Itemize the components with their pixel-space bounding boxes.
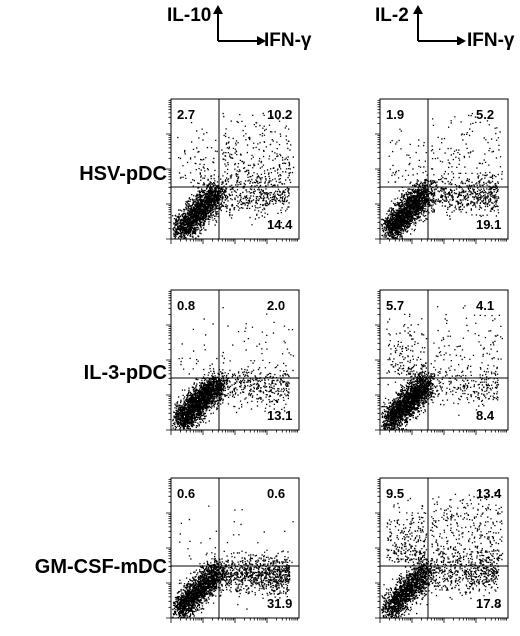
- quadrant-lower-right-percent: 13.1: [267, 408, 293, 423]
- quadrant-upper-right-percent: 10.2: [267, 107, 293, 122]
- log-axis-ticks: [375, 291, 507, 435]
- quadrant-lower-right-percent: 31.9: [267, 596, 293, 611]
- plot-gmcsf-il10: 0.6 0.6 31.9: [163, 476, 418, 636]
- event-dots: [381, 305, 503, 431]
- dot-plot-svg: [166, 98, 300, 244]
- dot-plot-svg: [166, 289, 300, 435]
- quadrant-lower-right-percent: 19.1: [476, 217, 502, 232]
- dot-plot-svg: [375, 98, 509, 244]
- plot-hsv-il2: 1.9 5.2 19.1: [372, 97, 520, 257]
- quadrant-lower-right-percent: 14.4: [267, 217, 293, 232]
- quadrant-upper-right-percent: 2.0: [267, 298, 286, 313]
- quadrant-upper-right-percent: 13.4: [476, 486, 502, 501]
- log-axis-ticks: [375, 100, 507, 244]
- log-axis-ticks: [375, 479, 507, 623]
- dot-plot-svg: [375, 289, 509, 435]
- quadrant-upper-right-percent: 5.2: [476, 107, 495, 122]
- quadrant-upper-left-percent: 2.7: [177, 107, 196, 122]
- row-label-gmcsf-mdc: GM-CSF-mDC: [34, 556, 167, 578]
- col2-y-marker: IL-2: [375, 5, 409, 26]
- dot-plot-svg: [166, 477, 300, 623]
- log-axis-ticks: [166, 479, 298, 623]
- event-dots: [172, 307, 295, 430]
- quadrant-upper-left-percent: 1.9: [386, 107, 405, 122]
- event-dots: [381, 112, 503, 240]
- col2-x-marker: IFN-γ: [467, 30, 515, 51]
- col1-axis-key-arrows: [213, 5, 266, 45]
- plot-gmcsf-il2: 9.5 13.4 17.8: [372, 476, 520, 636]
- quadrant-upper-left-percent: 5.7: [386, 298, 405, 313]
- col1-y-marker: IL-10: [167, 5, 212, 26]
- log-axis-ticks: [166, 100, 298, 244]
- quadrant-lower-right-percent: 8.4: [476, 408, 495, 423]
- log-axis-ticks: [166, 291, 298, 435]
- quadrant-upper-left-percent: 0.8: [177, 298, 196, 313]
- event-dots: [381, 491, 504, 619]
- col1-x-marker: IFN-γ: [264, 30, 312, 51]
- quadrant-lower-right-percent: 17.8: [476, 596, 502, 611]
- plot-il3-il10: 0.8 2.0 13.1: [163, 288, 418, 448]
- quadrant-upper-right-percent: 0.6: [267, 486, 286, 501]
- event-dots: [172, 505, 294, 619]
- dot-plot-svg: [375, 477, 509, 623]
- quadrant-upper-right-percent: 4.1: [476, 298, 495, 313]
- plot-il3-il2: 5.7 4.1 8.4: [372, 288, 520, 448]
- plot-hsv-il10: 2.7 10.2 14.4: [163, 97, 418, 257]
- row-label-hsv-pdc: HSV-pDC: [79, 163, 167, 185]
- event-dots: [172, 112, 295, 240]
- col2-axis-key-arrows: [413, 5, 466, 45]
- quadrant-upper-left-percent: 0.6: [177, 486, 196, 501]
- row-label-il3-pdc: IL-3-pDC: [83, 362, 167, 384]
- quadrant-upper-left-percent: 9.5: [386, 486, 405, 501]
